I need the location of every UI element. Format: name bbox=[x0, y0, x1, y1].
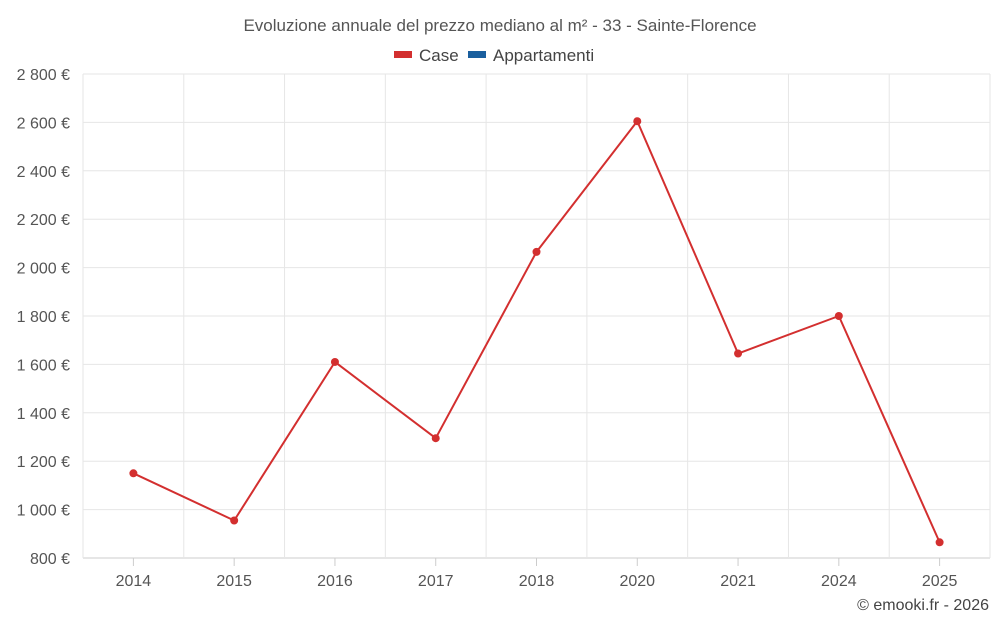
data-point[interactable] bbox=[935, 538, 944, 547]
x-tick-label: 2017 bbox=[418, 573, 454, 590]
legend: Case Appartamenti bbox=[394, 46, 594, 65]
data-point[interactable] bbox=[129, 469, 138, 478]
y-tick-label: 1 000 € bbox=[17, 503, 70, 520]
legend-swatch-appartamenti[interactable] bbox=[468, 51, 486, 58]
data-point[interactable] bbox=[633, 117, 642, 126]
data-point[interactable] bbox=[330, 357, 339, 366]
x-tick-label: 2024 bbox=[821, 573, 857, 590]
x-tick-label: 2015 bbox=[216, 573, 252, 590]
series-line bbox=[132, 120, 941, 543]
x-axis: 2014 2015 2016 2017 2018 2020 2021 2024 2025 bbox=[116, 558, 958, 590]
y-tick-label: 2 000 € bbox=[17, 261, 70, 278]
x-tick-label: 2020 bbox=[619, 573, 655, 590]
series bbox=[129, 117, 944, 547]
x-tick-label: 2021 bbox=[720, 573, 756, 590]
y-tick-label: 1 200 € bbox=[17, 454, 70, 471]
x-tick-label: 2025 bbox=[922, 573, 958, 590]
y-axis: 800 € 1 000 € 1 200 € 1 400 € 1 600 € 1 800 €… bbox=[17, 67, 70, 568]
grid bbox=[82, 73, 991, 559]
data-point[interactable] bbox=[230, 516, 239, 525]
legend-label-case[interactable]: Case bbox=[419, 46, 459, 65]
chart-title: Evoluzione annuale del prezzo mediano al… bbox=[243, 16, 756, 35]
y-tick-label: 1 400 € bbox=[17, 406, 70, 423]
y-tick-label: 2 400 € bbox=[17, 164, 70, 181]
data-point[interactable] bbox=[834, 312, 843, 320]
data-point[interactable] bbox=[431, 434, 440, 443]
y-tick-label: 800 € bbox=[30, 551, 70, 568]
credit-text: © emooki.fr - 2026 bbox=[857, 597, 989, 614]
y-tick-label: 1 600 € bbox=[17, 357, 70, 374]
x-tick-label: 2014 bbox=[116, 573, 152, 590]
legend-swatch-case[interactable] bbox=[394, 51, 412, 58]
y-tick-label: 2 800 € bbox=[17, 67, 70, 84]
legend-label-appartamenti[interactable]: Appartamenti bbox=[493, 46, 594, 65]
x-tick-label: 2018 bbox=[519, 573, 555, 590]
data-point[interactable] bbox=[532, 247, 541, 256]
y-tick-label: 1 800 € bbox=[17, 309, 70, 326]
x-tick-label: 2016 bbox=[317, 573, 353, 590]
y-tick-label: 2 200 € bbox=[17, 212, 70, 229]
y-tick-label: 2 600 € bbox=[17, 115, 70, 132]
data-point[interactable] bbox=[734, 349, 743, 358]
